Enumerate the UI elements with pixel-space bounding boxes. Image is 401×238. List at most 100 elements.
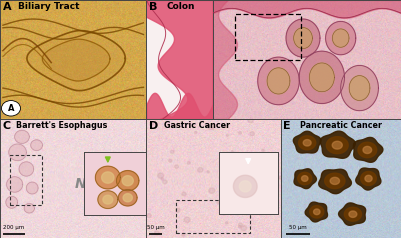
Circle shape: [163, 180, 167, 184]
Polygon shape: [299, 136, 316, 150]
Circle shape: [236, 170, 239, 173]
Polygon shape: [98, 191, 118, 208]
Polygon shape: [95, 166, 120, 189]
Polygon shape: [286, 19, 320, 57]
Circle shape: [257, 169, 260, 172]
Polygon shape: [15, 130, 29, 143]
Polygon shape: [294, 169, 316, 189]
Polygon shape: [326, 137, 348, 154]
Polygon shape: [353, 137, 383, 162]
Polygon shape: [310, 206, 324, 218]
Polygon shape: [122, 176, 133, 186]
Text: D: D: [149, 121, 158, 131]
Polygon shape: [320, 131, 355, 158]
Circle shape: [169, 159, 172, 162]
Polygon shape: [326, 21, 356, 55]
Circle shape: [248, 118, 253, 123]
Circle shape: [239, 223, 242, 226]
Polygon shape: [239, 181, 251, 192]
Polygon shape: [363, 146, 372, 154]
Polygon shape: [302, 176, 308, 181]
Circle shape: [269, 166, 273, 170]
Circle shape: [161, 178, 164, 180]
Text: Gastric Cancer: Gastric Cancer: [164, 121, 230, 130]
Polygon shape: [123, 194, 132, 202]
Text: Barrett's Esophagus: Barrett's Esophagus: [16, 121, 107, 130]
Circle shape: [158, 173, 164, 178]
Polygon shape: [361, 172, 376, 185]
Polygon shape: [356, 168, 381, 190]
Polygon shape: [299, 51, 344, 104]
Polygon shape: [319, 169, 351, 194]
Text: Pancreatic Cancer: Pancreatic Cancer: [300, 121, 382, 130]
Circle shape: [239, 132, 241, 134]
Circle shape: [209, 188, 215, 193]
Bar: [10, 155, 43, 205]
Polygon shape: [101, 172, 114, 183]
Text: 50 μm: 50 μm: [147, 225, 165, 230]
Text: 200 μm: 200 μm: [3, 225, 24, 230]
Polygon shape: [6, 177, 23, 192]
Polygon shape: [332, 141, 342, 149]
Circle shape: [150, 122, 154, 125]
Text: 50 μm: 50 μm: [289, 225, 306, 230]
Text: Biliary Tract: Biliary Tract: [18, 2, 79, 11]
Circle shape: [175, 165, 178, 168]
Circle shape: [261, 174, 267, 180]
Circle shape: [226, 134, 229, 136]
Polygon shape: [344, 207, 361, 221]
Polygon shape: [9, 144, 26, 161]
Polygon shape: [103, 195, 113, 204]
Circle shape: [250, 132, 254, 136]
Bar: [235, 14, 301, 60]
Circle shape: [207, 171, 209, 173]
Polygon shape: [338, 203, 366, 225]
Polygon shape: [349, 76, 370, 100]
Circle shape: [231, 151, 234, 154]
Circle shape: [228, 188, 231, 190]
Circle shape: [208, 126, 212, 129]
Polygon shape: [298, 172, 312, 185]
Polygon shape: [6, 196, 18, 208]
Circle shape: [147, 214, 151, 218]
Text: E: E: [283, 121, 291, 131]
Polygon shape: [358, 142, 377, 158]
Polygon shape: [24, 203, 34, 213]
Circle shape: [154, 231, 159, 235]
Text: NL: NL: [75, 178, 95, 191]
Polygon shape: [365, 175, 372, 182]
Circle shape: [2, 100, 20, 116]
Polygon shape: [294, 28, 312, 49]
Circle shape: [176, 208, 180, 212]
Polygon shape: [19, 162, 34, 176]
Polygon shape: [267, 68, 290, 94]
Circle shape: [170, 150, 174, 153]
Polygon shape: [27, 30, 125, 91]
Polygon shape: [258, 57, 299, 105]
Text: A: A: [8, 104, 14, 113]
Polygon shape: [42, 39, 110, 81]
Text: Colon: Colon: [166, 2, 195, 11]
Polygon shape: [330, 177, 340, 184]
Polygon shape: [325, 173, 345, 188]
Text: A: A: [3, 2, 12, 12]
Polygon shape: [349, 211, 357, 217]
Text: B: B: [149, 2, 157, 12]
Circle shape: [233, 152, 239, 157]
Circle shape: [194, 131, 197, 134]
Circle shape: [184, 217, 190, 223]
Circle shape: [225, 189, 229, 193]
Polygon shape: [26, 182, 38, 194]
Polygon shape: [117, 171, 139, 191]
Circle shape: [182, 234, 185, 237]
Polygon shape: [341, 65, 379, 111]
Circle shape: [254, 211, 257, 213]
Circle shape: [187, 162, 190, 164]
Circle shape: [241, 226, 247, 231]
Polygon shape: [310, 63, 334, 92]
Polygon shape: [305, 202, 328, 222]
Text: C: C: [3, 121, 11, 131]
Polygon shape: [332, 29, 349, 47]
Polygon shape: [303, 140, 311, 146]
Polygon shape: [31, 140, 43, 150]
